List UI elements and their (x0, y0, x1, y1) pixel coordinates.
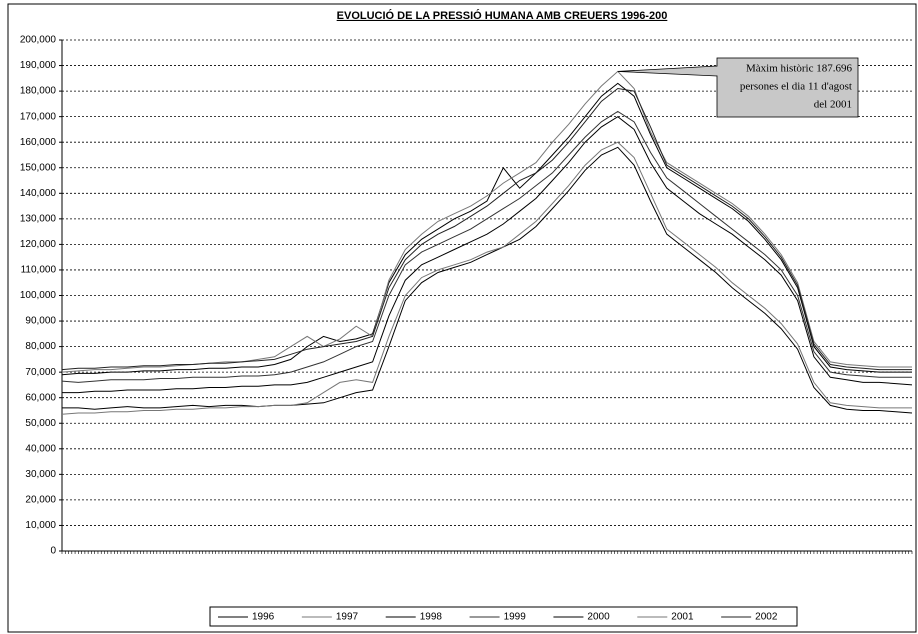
y-tick-label: 50,000 (25, 418, 56, 429)
y-tick-label: 200,000 (20, 35, 57, 46)
legend-box (209, 606, 798, 627)
annotation-text: del 2001 (814, 99, 852, 111)
y-tick-label: 80,000 (25, 341, 56, 352)
annotation-text: Màxim històric 187.696 (746, 63, 853, 75)
legend-label: 1996 (252, 612, 275, 623)
series-line (62, 116, 913, 394)
series-line (61, 82, 912, 376)
y-tick-label: 40,000 (25, 443, 56, 454)
chart-title: EVOLUCIÓ DE LA PRESSIÓ HUMANA AMB CREUER… (337, 9, 668, 22)
annotation-box (716, 57, 859, 118)
y-tick-label: 180,000 (20, 86, 57, 97)
y-tick-label: 120,000 (20, 239, 57, 250)
y-tick-label: 140,000 (20, 188, 57, 199)
y-tick-label: 70,000 (25, 367, 56, 378)
y-tick-label: 30,000 (25, 469, 56, 480)
annotation-text: persones el dia 11 d'agost (740, 81, 852, 93)
series-line (61, 110, 912, 383)
legend-label: 1997 (336, 612, 359, 623)
y-tick-label: 60,000 (25, 392, 56, 403)
y-tick-label: 90,000 (25, 316, 56, 327)
y-tick-label: 150,000 (20, 162, 57, 173)
legend-label: 1999 (504, 612, 527, 623)
y-tick-label: 170,000 (20, 111, 57, 122)
y-tick-label: 130,000 (20, 213, 57, 224)
y-tick-label: 110,000 (21, 265, 57, 276)
y-tick-label: 20,000 (25, 495, 56, 506)
series-line (61, 87, 912, 371)
legend-label: 1998 (420, 612, 443, 623)
series-line (62, 146, 913, 414)
y-tick-label: 190,000 (20, 60, 57, 71)
series-line (61, 141, 912, 415)
y-tick-label: 10,000 (25, 520, 56, 531)
y-tick-label: 0 (50, 546, 56, 557)
legend-label: 2000 (587, 612, 610, 623)
legend-label: 2001 (671, 612, 694, 623)
legend-label: 2002 (755, 612, 778, 623)
y-tick-label: 160,000 (20, 137, 57, 148)
y-tick-label: 100,000 (20, 290, 57, 301)
